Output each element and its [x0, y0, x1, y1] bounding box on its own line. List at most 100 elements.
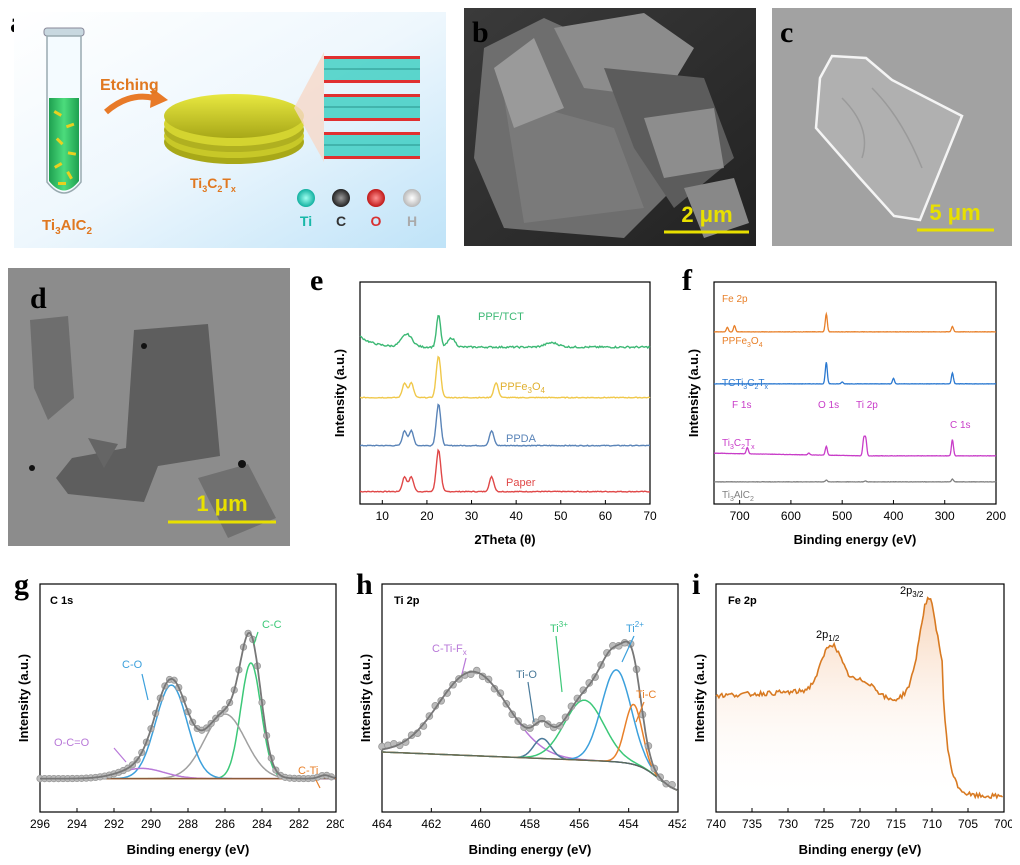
label-ti-o: Ti-O [516, 669, 537, 681]
xps-fe2p-chart-i: Fe 2p 740 735 730 725 720 715 710 705 700 2p1/2 … [692, 583, 1012, 857]
y-axis-label-e: Intensity (a.u.) [332, 349, 347, 437]
label-c-ti-fx: C-Ti-Fx [432, 643, 467, 657]
x-tick-label: 500 [832, 509, 852, 523]
x-tick-label: 284 [252, 817, 272, 831]
series-label-ppda: PPDA [506, 433, 537, 445]
x-tick-label: 720 [850, 817, 870, 831]
xps-ti2p-chart-h: Ti 2p 464 462 460 458 456 454 452 C-Ti-Fx Ti-O… [358, 583, 686, 857]
etching-label: Etching [100, 77, 159, 94]
panel-letter-i: i [692, 568, 701, 601]
x-tick-label: 294 [67, 817, 87, 831]
x-tick-label: 454 [619, 817, 639, 831]
series-label-ti3c2tx-f: Ti3C2Tx [722, 438, 755, 451]
x-tick-label: 700 [994, 817, 1012, 831]
annot-o1s: O 1s [818, 400, 839, 411]
x-tick-label: 460 [471, 817, 491, 831]
panel-letter-g: g [14, 568, 29, 601]
x-tick-label: 464 [372, 817, 392, 831]
panel-letter-b: b [472, 16, 489, 49]
x-tick-label: 290 [141, 817, 161, 831]
x-tick-label: 730 [778, 817, 798, 831]
baseline [381, 751, 676, 791]
panel-letter-f: f [682, 264, 692, 297]
test-tube-icon [43, 27, 85, 194]
svg-text:O: O [371, 213, 382, 229]
series-line-ti3c2tx [713, 435, 997, 457]
annot-c1s: C 1s [950, 420, 971, 431]
xps-c1s-chart-g: C 1s 296 294 292 290 288 286 284 282 280 C-C C-O… [16, 583, 344, 857]
ti-atom-icon [297, 189, 315, 207]
x-tick-label: 458 [520, 817, 540, 831]
label-c-c: C-C [262, 619, 282, 631]
x-tick-label: 715 [886, 817, 906, 831]
x-tick-label: 10 [376, 509, 390, 523]
svg-text:C: C [336, 213, 346, 229]
precursor-label: Ti3AlC2 [42, 217, 92, 237]
x-tick-label: 705 [958, 817, 978, 831]
x-tick-label: 280 [326, 817, 344, 831]
panel-letter-d: d [30, 282, 47, 315]
series-line-ppda [359, 403, 651, 447]
annot-ti2p: Ti 2p [856, 400, 878, 411]
y-axis-label-f: Intensity (a.u.) [686, 349, 701, 437]
y-axis-label-g: Intensity (a.u.) [16, 654, 31, 742]
x-tick-label: 735 [742, 817, 762, 831]
scalebar-label-b: 2 μm [681, 202, 732, 227]
x-tick-label: 296 [30, 817, 50, 831]
tem-image-d: 1 μm [8, 268, 290, 546]
svg-text:Ti: Ti [300, 213, 312, 229]
annot-f1s: F 1s [732, 400, 751, 411]
x-tick-label: 400 [883, 509, 903, 523]
mxene-stack-icon [164, 94, 304, 164]
panel-letter-e: e [310, 264, 324, 297]
x-tick-label: 40 [509, 509, 523, 523]
label-ti3plus: Ti3+ [550, 620, 568, 635]
x-tick-label: 462 [421, 817, 441, 831]
series-line-ppftct [359, 314, 651, 350]
label-c-o: C-O [122, 659, 143, 671]
xrd-chart-e: 10 20 30 40 50 60 70 PPF/TCT PPFe3O4 PPDA Pape… [332, 281, 657, 547]
panel-letter-h: h [356, 568, 373, 601]
x-tick-label: 292 [104, 817, 124, 831]
svg-text:H: H [407, 213, 417, 229]
mxene-label: Ti3C2Tx [190, 175, 236, 194]
envelope-line [381, 640, 678, 791]
x-axis-label-g: Binding energy (eV) [127, 842, 250, 857]
component-co [40, 684, 336, 780]
annot-fe2p: Fe 2p [722, 294, 748, 305]
x-tick-label: 300 [935, 509, 955, 523]
sem-image-c: 5 μm [772, 8, 1012, 246]
envelope-line [40, 631, 336, 780]
etching-arrow-icon [104, 93, 155, 115]
series-line-paper [359, 448, 651, 493]
x-tick-label: 50 [554, 509, 568, 523]
label-ti-c: Ti-C [636, 689, 656, 701]
label-c-ti: C-Ti [298, 765, 318, 777]
x-tick-label: 725 [814, 817, 834, 831]
x-tick-label: 60 [599, 509, 613, 523]
series-line-ppfe3o4 [359, 355, 651, 399]
label-2p12: 2p1/2 [816, 629, 840, 643]
x-tick-label: 200 [986, 509, 1006, 523]
plot-frame [713, 281, 997, 505]
label-ti2plus: Ti2+ [626, 620, 644, 635]
plot-frame [359, 281, 651, 505]
scalebar-label-c: 5 μm [929, 200, 980, 225]
x-axis-label-i: Binding energy (eV) [799, 842, 922, 857]
atomic-layers-icon [324, 56, 420, 159]
x-tick-label: 740 [706, 817, 726, 831]
series-line-tcti3c2tx [713, 362, 996, 385]
series-label-ppf-tct: PPF/TCT [478, 311, 524, 323]
series-label-ppfe3o4: PPFe3O4 [500, 381, 546, 395]
series-label-paper: Paper [506, 477, 536, 489]
sem-image-b: 2 μm [464, 8, 756, 246]
series-label-ti3alc2: Ti3AlC2 [722, 490, 754, 503]
x-tick-label: 600 [781, 509, 801, 523]
c-atom-icon [332, 189, 350, 207]
series-line-ti3alc2 [713, 478, 997, 483]
x-tick-label: 30 [465, 509, 479, 523]
x-tick-label: 282 [289, 817, 309, 831]
series-line-ppfe3o4 [713, 311, 996, 333]
y-axis-label-h: Intensity (a.u.) [358, 654, 373, 742]
chart-title-g: C 1s [50, 595, 73, 607]
